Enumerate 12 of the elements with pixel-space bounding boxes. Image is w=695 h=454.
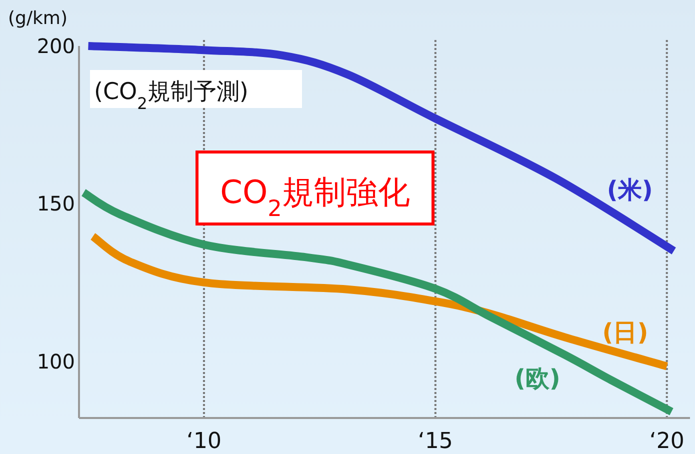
annotation: CO$_{2}$規制強化 (220, 173, 410, 222)
y-tick-label: 100 (36, 349, 75, 374)
y-tick-label: 200 (36, 34, 75, 58)
text: (CO$_{2}$規制予測) (94, 79, 248, 112)
x-tick-label: ‘10 (186, 429, 222, 454)
x-tick-label: ‘20 (649, 429, 684, 454)
series-label: (欧) (514, 364, 560, 393)
series-label: (米) (606, 176, 653, 204)
series-label: (日) (602, 318, 648, 346)
x-tick-label: ‘15 (418, 429, 453, 454)
y-tick-label: 150 (36, 192, 75, 216)
y-axis-title: (g/km) (8, 8, 68, 29)
